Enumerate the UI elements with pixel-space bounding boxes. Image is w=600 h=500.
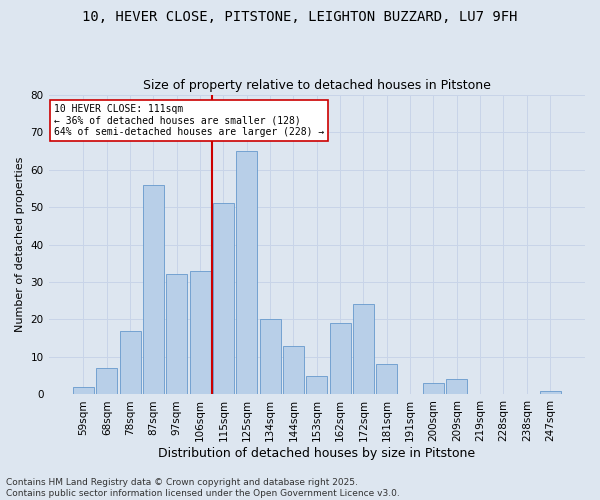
Text: Contains HM Land Registry data © Crown copyright and database right 2025.
Contai: Contains HM Land Registry data © Crown c… — [6, 478, 400, 498]
Bar — [96, 368, 117, 394]
Bar — [260, 320, 281, 394]
Bar — [119, 330, 140, 394]
Text: 10 HEVER CLOSE: 111sqm
← 36% of detached houses are smaller (128)
64% of semi-de: 10 HEVER CLOSE: 111sqm ← 36% of detached… — [54, 104, 324, 137]
Text: 10, HEVER CLOSE, PITSTONE, LEIGHTON BUZZARD, LU7 9FH: 10, HEVER CLOSE, PITSTONE, LEIGHTON BUZZ… — [82, 10, 518, 24]
X-axis label: Distribution of detached houses by size in Pitstone: Distribution of detached houses by size … — [158, 447, 475, 460]
Bar — [166, 274, 187, 394]
Bar — [190, 270, 211, 394]
Bar — [539, 390, 560, 394]
Title: Size of property relative to detached houses in Pitstone: Size of property relative to detached ho… — [143, 79, 491, 92]
Bar — [73, 387, 94, 394]
Bar — [306, 376, 327, 394]
Bar — [213, 204, 234, 394]
Y-axis label: Number of detached properties: Number of detached properties — [15, 157, 25, 332]
Bar — [236, 151, 257, 394]
Bar — [446, 380, 467, 394]
Bar — [143, 184, 164, 394]
Bar — [423, 383, 444, 394]
Bar — [376, 364, 397, 394]
Bar — [353, 304, 374, 394]
Bar — [283, 346, 304, 395]
Bar — [329, 323, 350, 394]
